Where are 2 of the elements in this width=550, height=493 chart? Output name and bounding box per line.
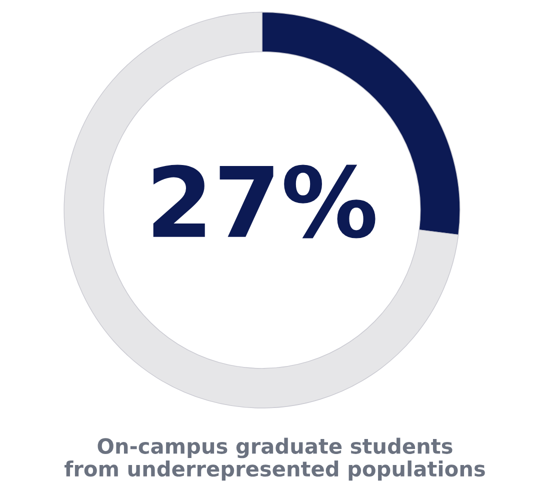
text: On-campus graduate students from underrepresented populations xyxy=(64,438,485,481)
data-label: 27% xyxy=(153,164,376,238)
